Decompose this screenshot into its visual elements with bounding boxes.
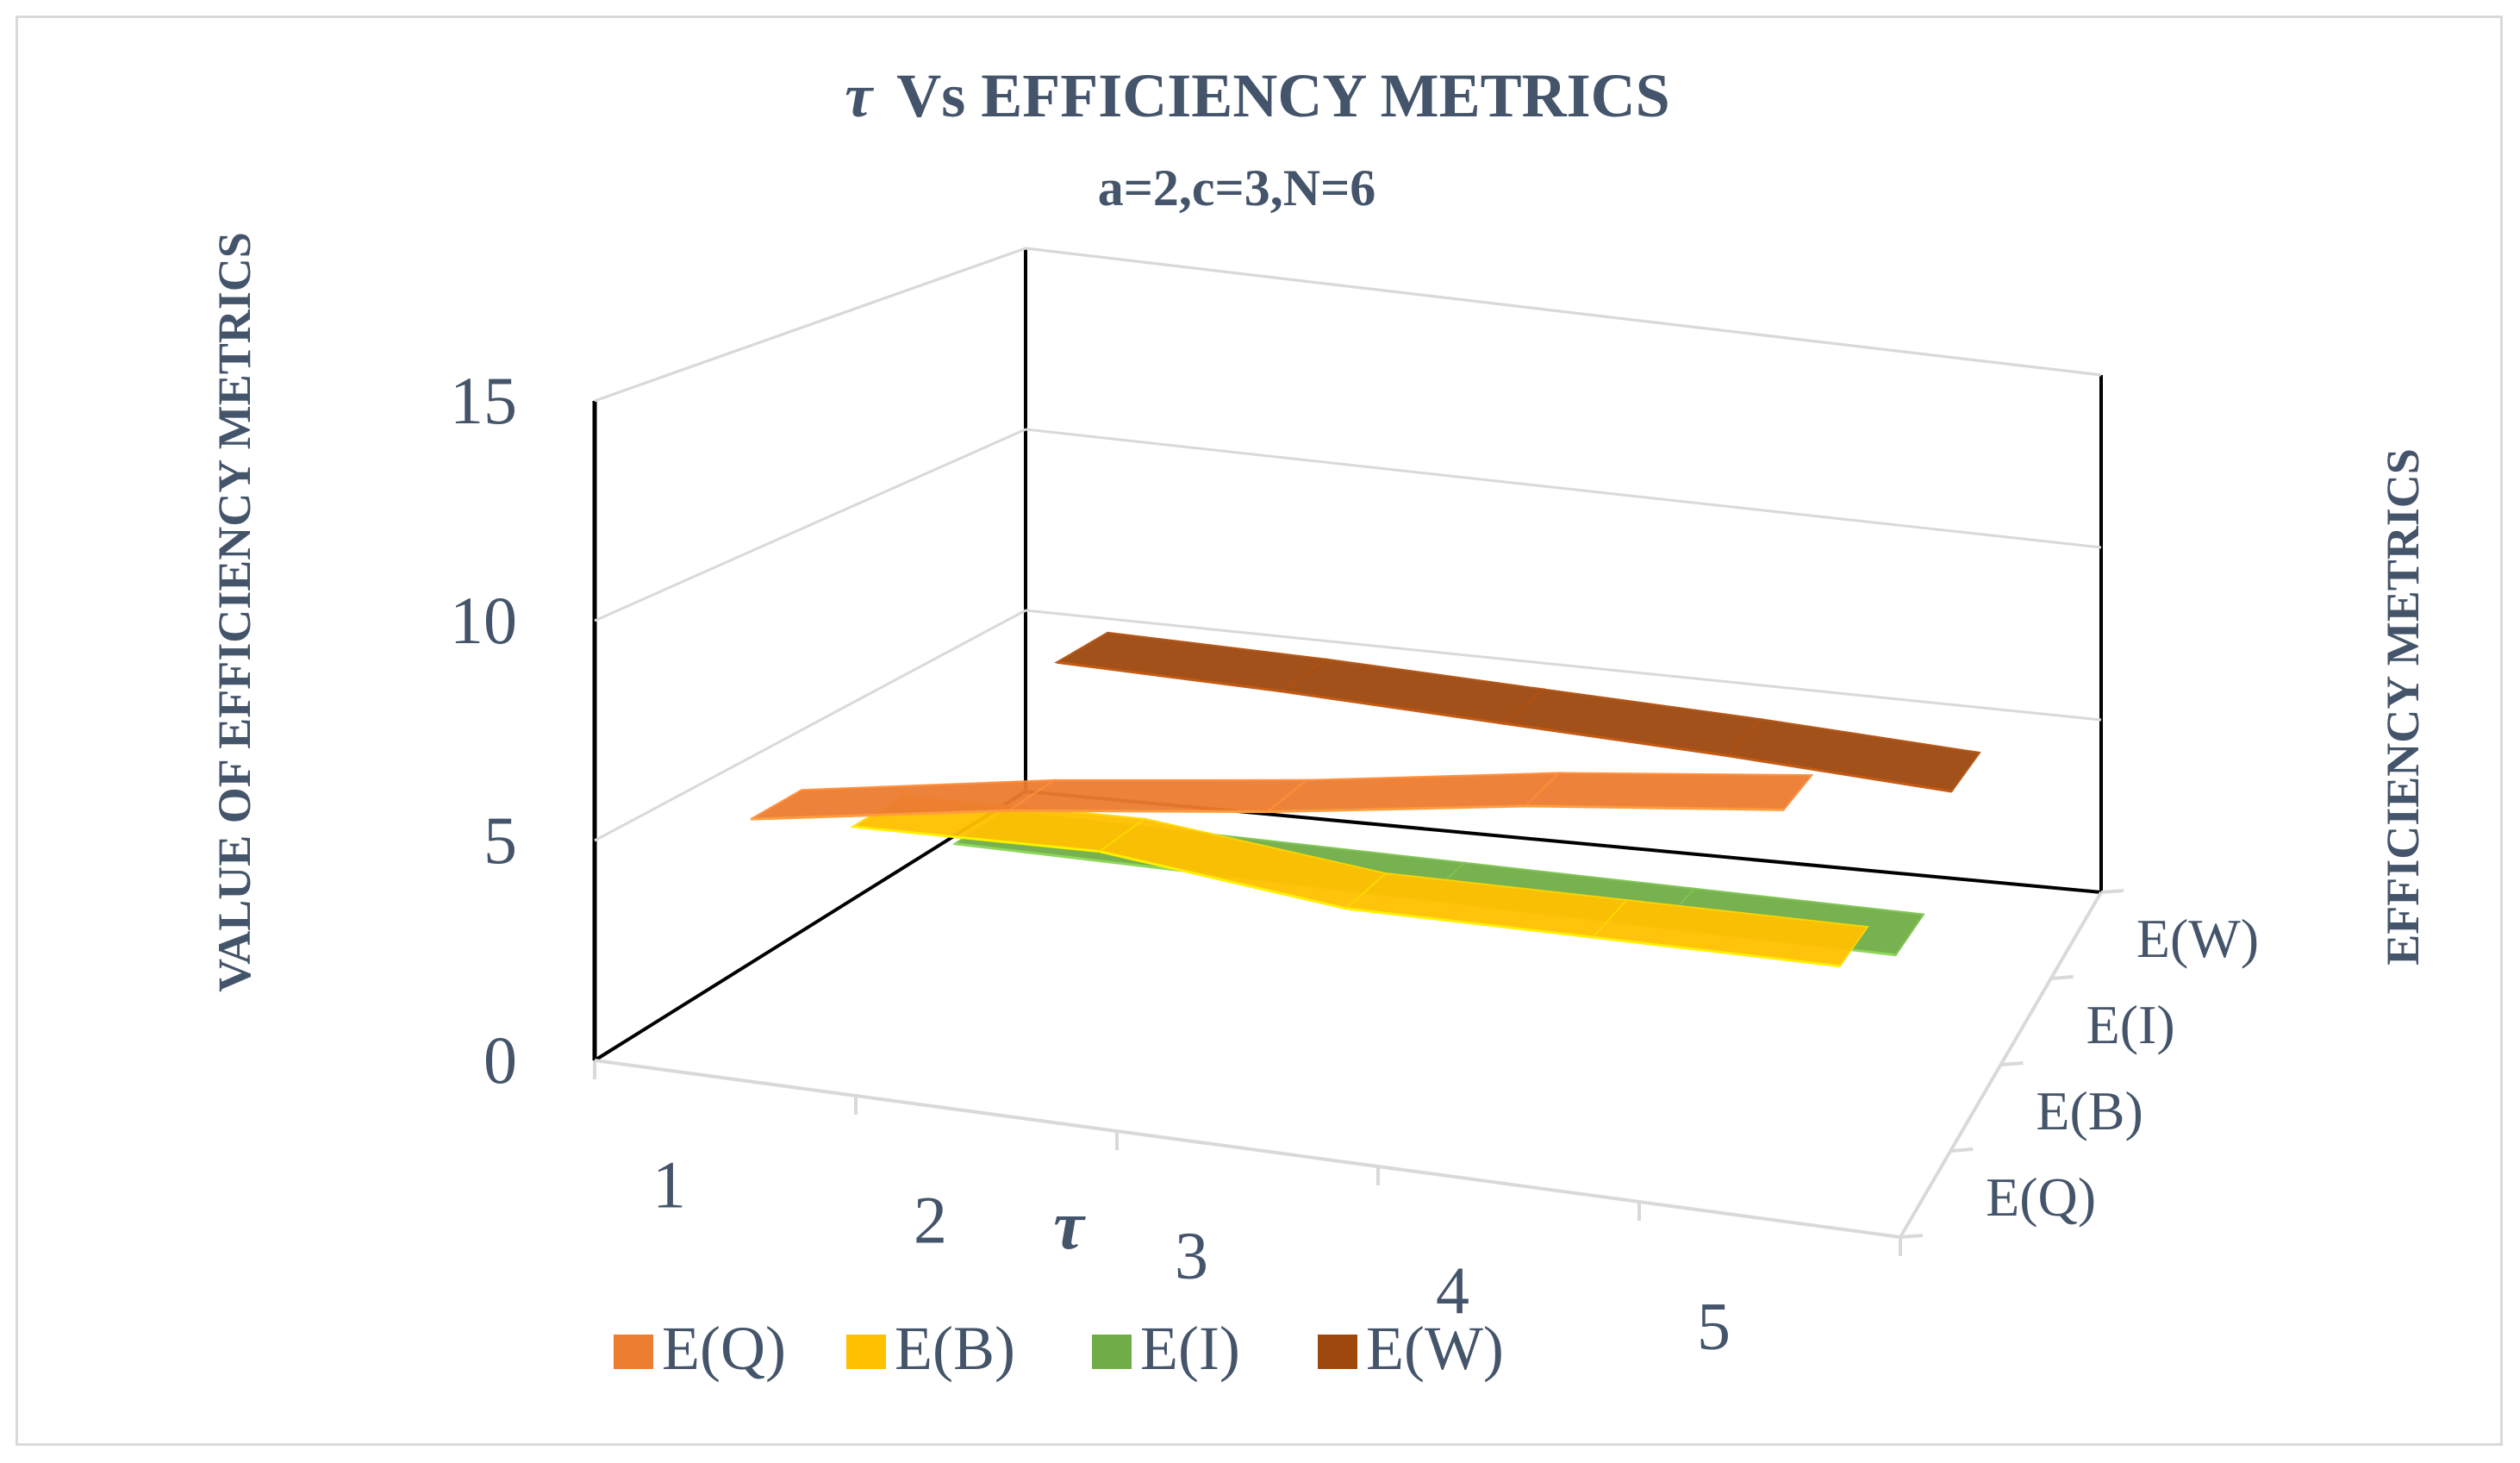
depth-tick-label: E(Q) <box>1986 1166 2096 1228</box>
ribbon-eb <box>850 795 1869 968</box>
y-tick-label: 15 <box>450 363 517 438</box>
series-ribbons <box>750 631 1981 968</box>
x-tick-label: 4 <box>1436 1254 1469 1329</box>
ribbon-edge <box>751 809 1009 821</box>
ribbon-segment <box>1006 778 1310 813</box>
y-tick-label: 5 <box>483 803 517 878</box>
legend: E(Q) E(B) E(I) E(W) <box>614 1314 1504 1383</box>
ribbon-edge <box>852 825 1100 853</box>
ribbon-edge <box>1593 935 1840 968</box>
ribbon-edge <box>1345 907 1594 939</box>
legend-swatch-ew <box>1318 1335 1357 1369</box>
legend-swatch-ei <box>1092 1335 1132 1369</box>
legend-label: E(W) <box>1366 1314 1504 1383</box>
ribbon-eq <box>750 772 1814 821</box>
depth-tick-mark <box>1950 1147 1974 1153</box>
depth-tick-mark <box>2100 889 2124 894</box>
legend-label: E(Q) <box>662 1314 786 1383</box>
depth-tick-label: E(W) <box>2136 908 2259 969</box>
gridline-side <box>594 247 1026 403</box>
y-tick-label: 0 <box>483 1022 517 1097</box>
ribbon-edge <box>1504 722 1729 758</box>
x-axis-label: τ <box>1053 1188 1086 1264</box>
ribbon-edge <box>1099 850 1347 910</box>
ribbon-segment <box>1501 688 1764 757</box>
gridline-back <box>1025 609 2102 722</box>
legend-swatch-eq <box>614 1335 653 1369</box>
title-main: Vs EFFICIENCY METRICS <box>896 61 1669 130</box>
gridline-side <box>594 609 1026 842</box>
depth-tick-mark <box>1899 1234 1924 1239</box>
title-symbol: τ <box>845 61 874 130</box>
ribbon-edge <box>1008 809 1268 814</box>
x-axis-line <box>594 1059 1901 1239</box>
ribbon-edge <box>1267 804 1526 814</box>
ribbon-edge <box>954 842 1190 873</box>
chart-title: τ Vs EFFICIENCY METRICS <box>845 61 1669 130</box>
legend-label: E(B) <box>895 1314 1015 1383</box>
ribbon-segment <box>1278 658 1546 725</box>
ribbon-edge <box>1280 690 1505 725</box>
x-tick-label: 2 <box>914 1183 947 1258</box>
y-tick-label: 10 <box>450 583 517 658</box>
legend-swatch-eb <box>846 1335 886 1369</box>
depth-tick-mark <box>2000 1061 2024 1066</box>
depth-tick-mark <box>2050 975 2074 980</box>
axis-ticks: 0 5 10 15 1 2 3 4 5 E(Q) E(B) E(I) E(W) <box>450 363 2259 1364</box>
gridline-back <box>1025 247 2102 377</box>
x-tick-label: 1 <box>652 1147 686 1222</box>
gridline-side <box>594 428 1026 622</box>
ribbon-segment <box>1054 631 1328 692</box>
ribbon-edge <box>1525 804 1784 811</box>
chart-subtitle: a=2,c=3,N=6 <box>1098 159 1376 216</box>
gridline-back <box>1025 428 2102 549</box>
legend-label: E(I) <box>1140 1314 1240 1383</box>
x-tick-label: 5 <box>1697 1289 1731 1364</box>
depth-axis-label: EFFICIENCY METRICS <box>2377 448 2429 966</box>
chart-frame <box>16 16 2503 1446</box>
ribbon-ew <box>1054 631 1981 793</box>
ribbon-edge <box>1727 754 1952 793</box>
ribbon-edge <box>1056 660 1281 693</box>
ribbon-segment <box>1523 772 1814 811</box>
depth-tick-label: E(I) <box>2086 994 2175 1055</box>
x-tick-label: 3 <box>1175 1218 1208 1293</box>
depth-tick-label: E(B) <box>2036 1080 2143 1141</box>
y-axis-label: VALUE OF EFFICIENCY METRICS <box>209 232 260 992</box>
